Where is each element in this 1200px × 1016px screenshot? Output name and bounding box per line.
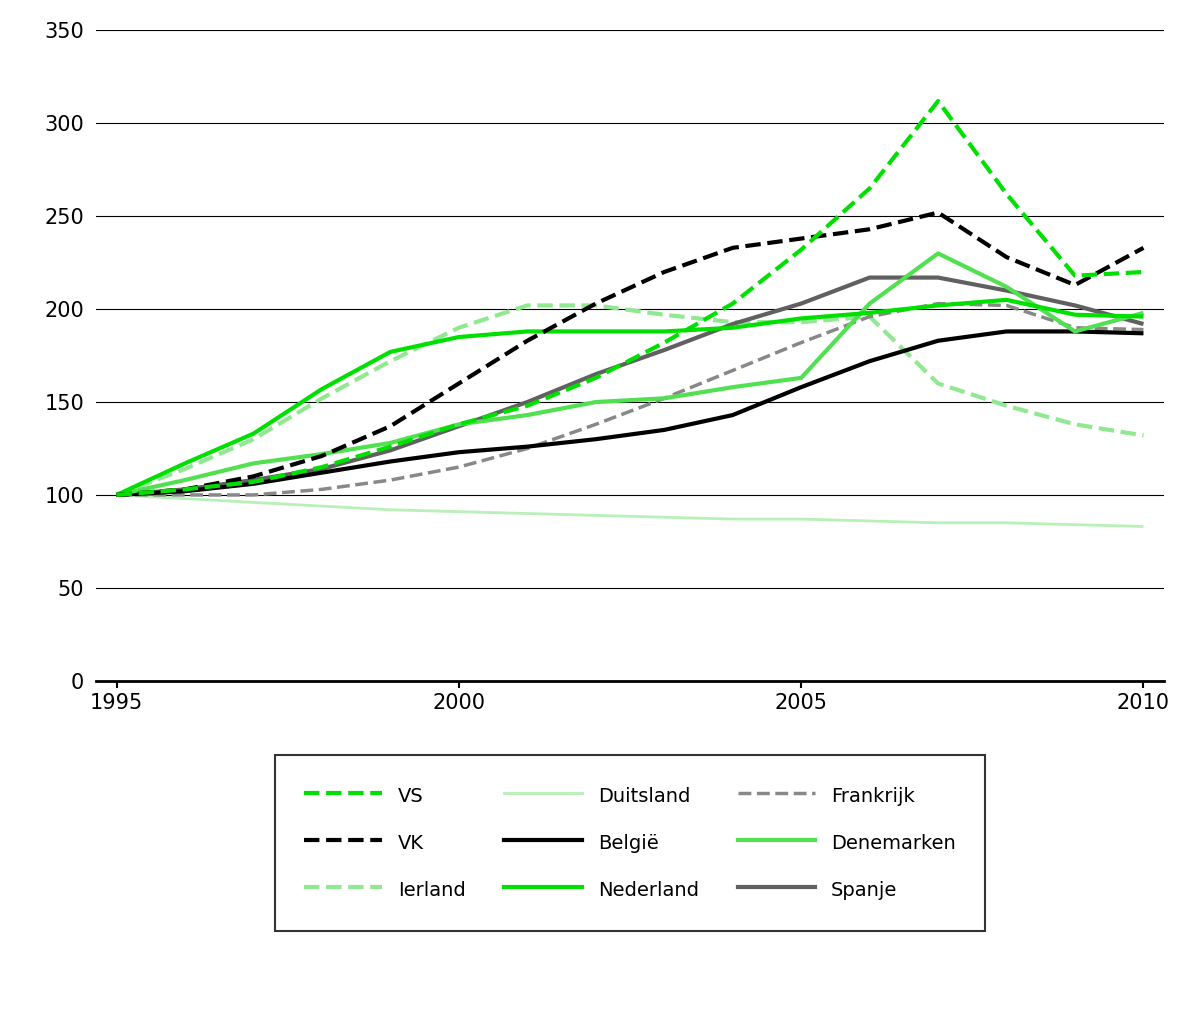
Legend: VS, VK, Ierland, Duitsland, België, Nederland, Frankrijk, Denemarken, Spanje: VS, VK, Ierland, Duitsland, België, Nede… xyxy=(275,755,985,931)
